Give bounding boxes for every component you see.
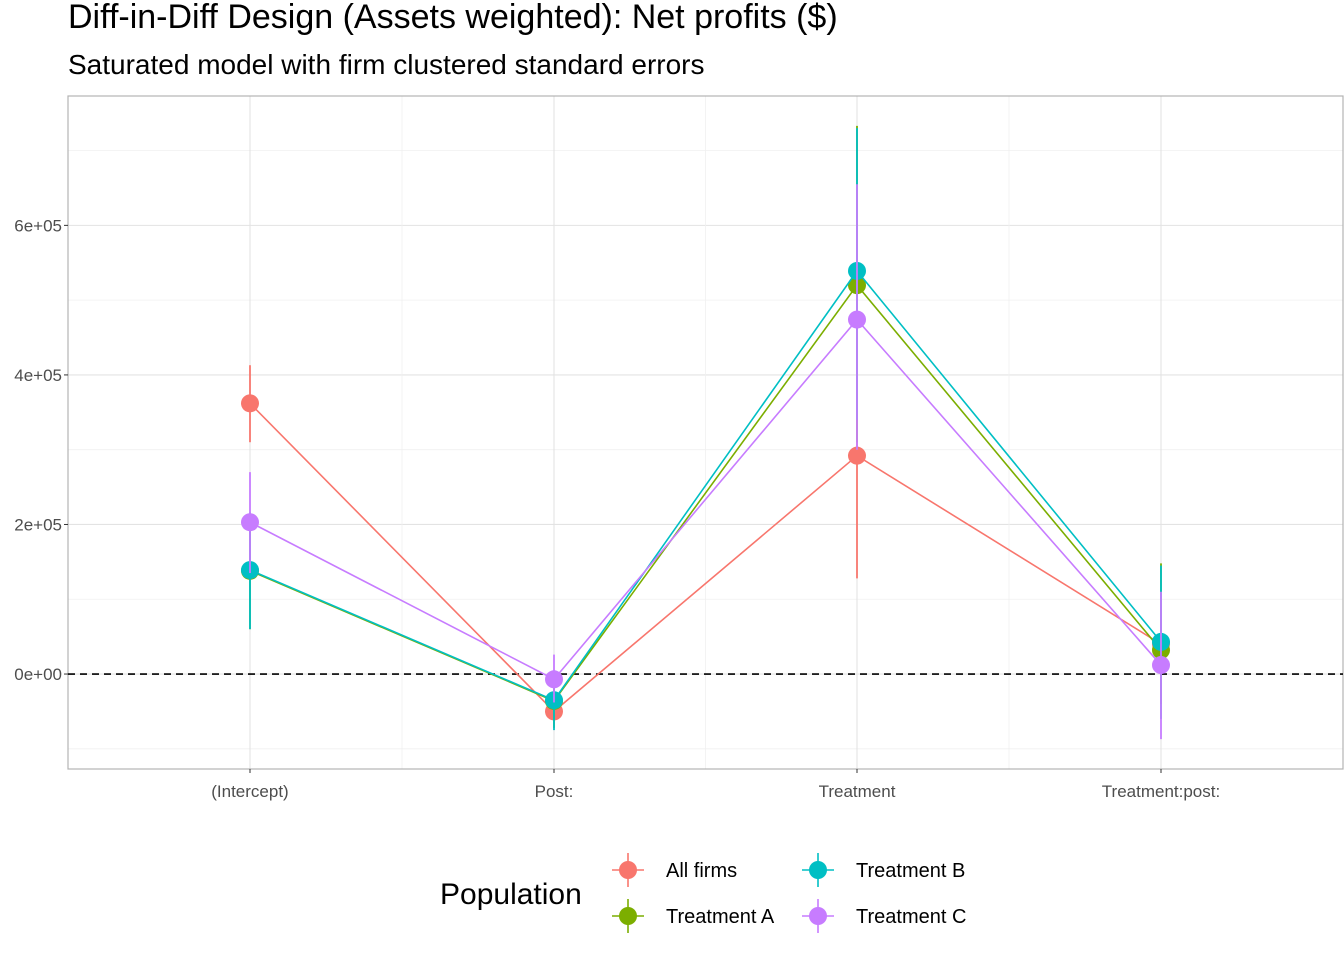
series-treatment-c bbox=[241, 184, 1170, 740]
legend-item-treatment-c: Treatment C bbox=[802, 899, 966, 933]
y-tick-label: 0e+00 bbox=[14, 665, 62, 684]
legend-title: Population bbox=[440, 878, 582, 911]
x-tick-label: (Intercept) bbox=[211, 782, 288, 801]
legend-label: Treatment C bbox=[856, 906, 966, 928]
axes: 0e+00 2e+05 4e+05 6e+05 (Intercept) Post: Trea… bbox=[14, 216, 1220, 801]
series-group bbox=[241, 125, 1170, 740]
data-point bbox=[848, 446, 866, 465]
data-point bbox=[848, 310, 866, 329]
series-line-treatment-c bbox=[249, 318, 1162, 681]
legend: Population All firms Treatment A Treatment… bbox=[440, 853, 966, 933]
legend-label: Treatment A bbox=[666, 906, 775, 928]
data-point bbox=[241, 394, 259, 413]
x-tick-label: Treatment bbox=[819, 782, 896, 801]
legend-item-all-firms: All firms bbox=[612, 853, 737, 887]
data-point bbox=[241, 513, 259, 532]
legend-label: Treatment B bbox=[856, 860, 965, 882]
legend-item-treatment-a: Treatment A bbox=[612, 899, 775, 933]
panel-border bbox=[67, 95, 1344, 770]
legend-key-point bbox=[809, 861, 827, 879]
data-point bbox=[545, 670, 563, 689]
legend-key-point bbox=[809, 907, 827, 925]
y-tick-label: 6e+05 bbox=[14, 216, 62, 235]
series-line-all-firms bbox=[249, 402, 1162, 713]
y-tick-label: 4e+05 bbox=[14, 366, 62, 385]
legend-key-point bbox=[619, 907, 637, 925]
legend-key-point bbox=[619, 861, 637, 879]
x-tick-label: Treatment:post: bbox=[1102, 782, 1220, 801]
chart-subtitle: Saturated model with firm clustered stan… bbox=[68, 49, 705, 80]
data-point bbox=[1152, 656, 1170, 675]
legend-label: All firms bbox=[666, 860, 737, 882]
grid bbox=[68, 96, 1343, 769]
series-line-treatment-b bbox=[249, 269, 1162, 702]
chart-title: Diff-in-Diff Design (Assets weighted): N… bbox=[68, 0, 838, 36]
legend-item-treatment-b: Treatment B bbox=[802, 853, 965, 887]
x-tick-label: Post: bbox=[535, 782, 574, 801]
y-tick-label: 2e+05 bbox=[14, 515, 62, 534]
